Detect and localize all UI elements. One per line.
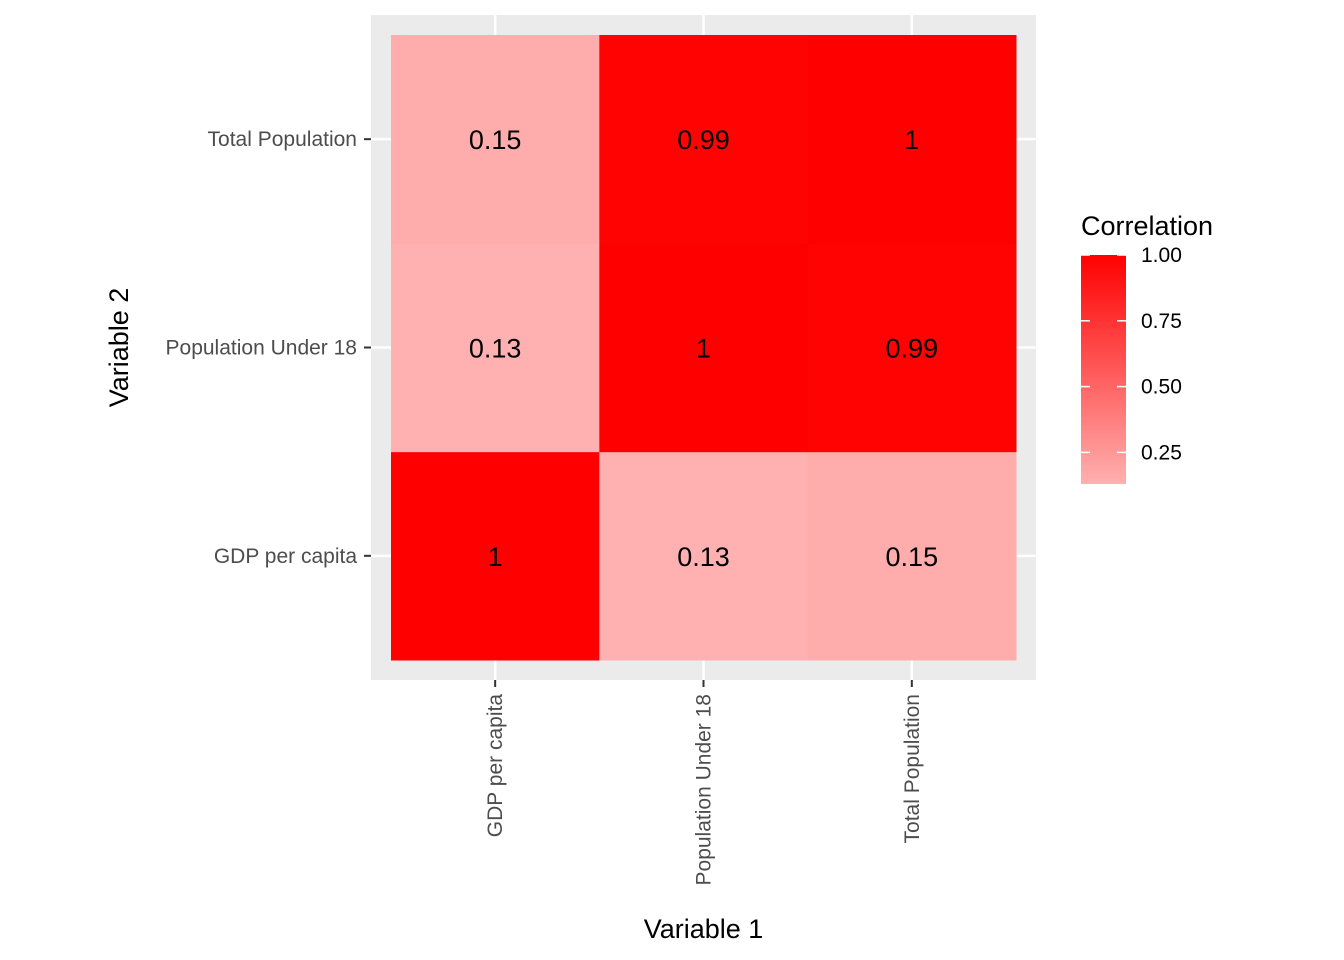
heatmap-cell bbox=[599, 451, 809, 661]
y-tick-label: Total Population bbox=[208, 128, 357, 151]
cell-value-label: 0.99 bbox=[677, 125, 730, 155]
cell-value-label: 0.13 bbox=[677, 542, 730, 572]
cell-value-label: 1 bbox=[696, 333, 711, 363]
x-tick-label: Total Population bbox=[901, 694, 924, 843]
heatmap-cell bbox=[391, 35, 600, 244]
heatmap-cell bbox=[807, 35, 1017, 244]
legend-break-label: 0.75 bbox=[1141, 310, 1182, 333]
cell-value-label: 0.13 bbox=[469, 333, 522, 363]
heatmap-cell-labels: 1 0.13 0.15 0.13 1 0.99 0.15 0.99 1 bbox=[469, 125, 938, 572]
legend-title: Correlation bbox=[1081, 211, 1213, 241]
x-tick-label: Population Under 18 bbox=[692, 694, 715, 885]
heatmap-cell bbox=[807, 451, 1017, 661]
legend-break-label: 1.00 bbox=[1141, 244, 1182, 267]
cell-value-label: 0.99 bbox=[886, 333, 939, 363]
axes: GDP per capita Population Under 18 Total P… bbox=[166, 128, 924, 885]
heatmap-cell bbox=[391, 451, 600, 661]
heatmap-cell bbox=[391, 243, 600, 453]
heatmap-cell bbox=[807, 243, 1017, 453]
heatmap-cell bbox=[599, 243, 809, 453]
x-tick-label: GDP per capita bbox=[484, 694, 507, 838]
cell-value-label: 0.15 bbox=[886, 542, 939, 572]
cell-value-label: 1 bbox=[904, 125, 919, 155]
legend-colorbar bbox=[1081, 255, 1126, 484]
cell-value-label: 0.15 bbox=[469, 125, 522, 155]
y-axis-title: Variable 2 bbox=[104, 288, 134, 408]
legend: Correlation 1.00 0.75 0.50 0.25 bbox=[1081, 211, 1213, 484]
y-tick-label: GDP per capita bbox=[214, 545, 358, 568]
heatmap-cell bbox=[599, 35, 809, 244]
x-axis-title: Variable 1 bbox=[644, 914, 764, 944]
legend-break-label: 0.50 bbox=[1141, 376, 1182, 399]
heatmap-cells bbox=[391, 35, 1017, 661]
legend-break-label: 0.25 bbox=[1141, 441, 1182, 464]
y-tick-label: Population Under 18 bbox=[166, 336, 357, 359]
cell-value-label: 1 bbox=[488, 542, 503, 572]
